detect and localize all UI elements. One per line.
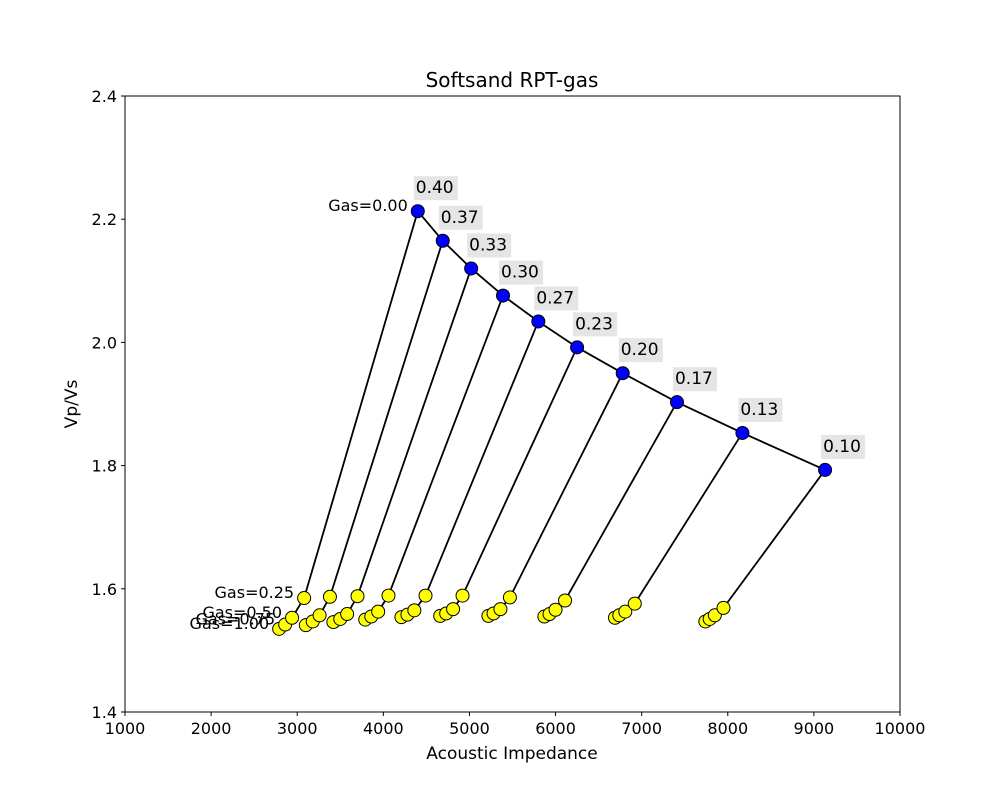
porosity-label: 0.33: [469, 235, 507, 255]
y-tick-label: 1.4: [92, 703, 117, 722]
gas-point: [493, 602, 508, 617]
gas-line: [333, 268, 473, 623]
porosity-label-box: [438, 205, 483, 230]
x-tick-label: 3000: [277, 719, 318, 738]
y-tick-label: 1.8: [92, 457, 117, 476]
gas-point: [502, 590, 517, 605]
x-tick-label: 4000: [363, 719, 404, 738]
gas-point: [297, 591, 312, 606]
x-tick-label: 1000: [105, 719, 146, 738]
brine-point: [735, 425, 750, 440]
porosity-label-box: [413, 176, 458, 201]
gas-line: [614, 432, 744, 619]
porosity-label-box: [738, 397, 783, 422]
brine-point: [435, 233, 450, 248]
porosity-label-box: [534, 286, 579, 311]
gas-point: [548, 602, 563, 617]
porosity-label-box: [573, 312, 618, 337]
gas-point: [340, 607, 355, 622]
gas-point: [627, 596, 642, 611]
y-axis-label: Vp/Vs: [62, 380, 82, 429]
gas-point: [312, 608, 327, 623]
gas-line: [278, 210, 419, 630]
annotations: 0.40 0.37 0.33 0.30 0.270.23 0.20 0.17 0.13 0.10…: [190, 176, 866, 633]
porosity-label-box: [618, 338, 663, 363]
porosity-label-box: [821, 434, 866, 459]
brine-point: [496, 288, 511, 303]
x-tick-label: 2000: [191, 719, 232, 738]
y-tick-label: 1.6: [92, 580, 117, 599]
x-tick-label: 5000: [449, 719, 490, 738]
brine-point: [531, 314, 546, 329]
brine-point: [410, 204, 425, 219]
x-tick-label: 6000: [535, 719, 576, 738]
x-tick-label: 8000: [707, 719, 748, 738]
porosity-label-box: [672, 367, 717, 392]
x-tick-label: 9000: [794, 719, 835, 738]
x-tick-label: 7000: [621, 719, 662, 738]
gas-saturation-label: Gas=1.00: [190, 614, 270, 633]
brine-point: [570, 340, 585, 355]
gas-point: [371, 604, 386, 619]
porosity-label: 0.17: [675, 369, 713, 389]
gas-point: [322, 589, 337, 604]
gas-saturation-label: Gas=0.00: [328, 196, 408, 215]
gas-point: [455, 588, 470, 603]
gas-line: [704, 469, 826, 623]
x-axis-label: Acoustic Impedance: [426, 744, 597, 764]
gas-point: [418, 588, 433, 603]
chart-title: Softsand RPT-gas: [426, 68, 599, 92]
y-tick-label: 2.2: [92, 210, 117, 229]
gas-saturation-label: Gas=0.50: [202, 603, 282, 622]
porosity-label: 0.37: [441, 208, 479, 228]
y-tick-label: 2.4: [92, 87, 117, 106]
y-tick-label: 2.0: [92, 333, 117, 352]
brine-point: [464, 261, 479, 276]
porosity-label: 0.30: [501, 263, 539, 283]
porosity-label: 0.13: [740, 400, 778, 420]
brine-point: [669, 395, 684, 410]
gas-point: [558, 593, 573, 608]
gas-point: [716, 600, 731, 615]
gas-line: [439, 346, 578, 617]
porosity-label: 0.23: [575, 314, 613, 334]
data-points: [272, 204, 833, 636]
porosity-label-box: [467, 233, 512, 258]
porosity-label: 0.20: [621, 340, 659, 360]
gas-point: [381, 588, 396, 603]
gas-point: [407, 603, 422, 618]
gas-point: [618, 604, 633, 619]
porosity-label-box: [499, 260, 544, 285]
gas-saturation-label: Gas=0.75: [196, 610, 276, 629]
gas-saturation-label: Gas=0.25: [215, 583, 295, 602]
porosity-label: 0.27: [536, 288, 574, 308]
gas-line: [543, 401, 678, 618]
gas-line: [401, 321, 540, 618]
gas-point: [285, 610, 300, 625]
gas-point: [350, 589, 365, 604]
x-tick-label: 10000: [875, 719, 926, 738]
gas-point: [446, 602, 461, 617]
porosity-label: 0.40: [416, 178, 454, 198]
porosity-label: 0.10: [823, 437, 861, 457]
gas-line: [305, 240, 444, 626]
plot-frame: [124, 95, 901, 713]
brine-curve: [417, 210, 826, 471]
brine-point: [818, 462, 833, 477]
axis-ticks: 1000 2000 3000 4000 5000 6000 7000 8000 9000 1000…: [92, 87, 926, 738]
brine-point: [615, 366, 630, 381]
